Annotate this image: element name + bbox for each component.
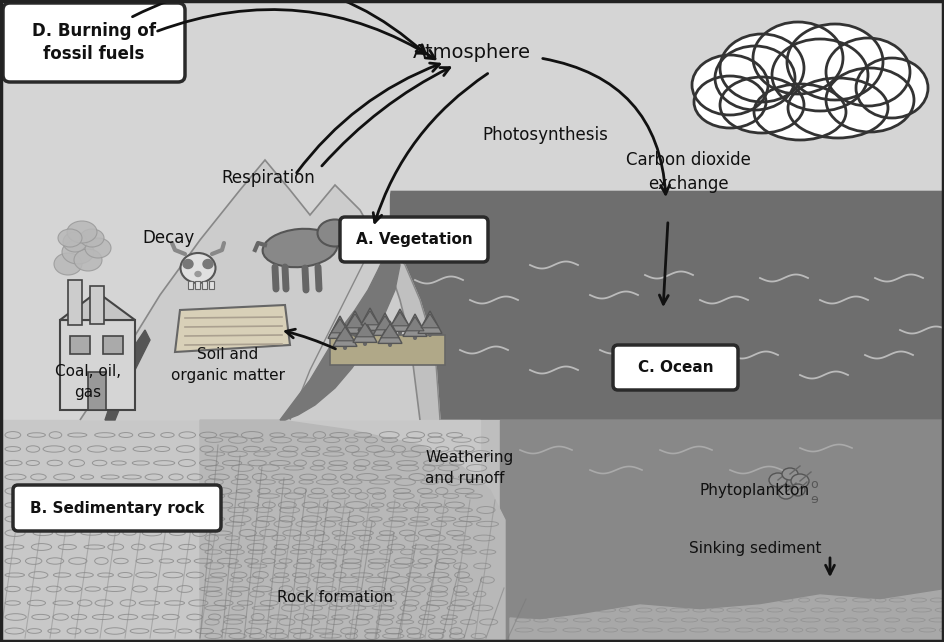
- Ellipse shape: [85, 238, 111, 258]
- Ellipse shape: [183, 259, 193, 268]
- Bar: [188, 281, 193, 289]
- Text: Decay: Decay: [142, 229, 194, 247]
- Text: Respiration: Respiration: [221, 169, 315, 187]
- Polygon shape: [336, 327, 354, 341]
- Ellipse shape: [754, 84, 846, 140]
- Ellipse shape: [772, 39, 868, 111]
- Polygon shape: [373, 313, 397, 335]
- Text: D. Burning of
fossil fuels: D. Burning of fossil fuels: [32, 22, 156, 63]
- Ellipse shape: [195, 272, 201, 277]
- Text: C. Ocean: C. Ocean: [638, 360, 714, 375]
- FancyBboxPatch shape: [3, 3, 185, 82]
- Text: Carbon dioxide
exchange: Carbon dioxide exchange: [626, 151, 750, 193]
- Ellipse shape: [180, 253, 215, 283]
- Ellipse shape: [54, 253, 82, 275]
- Polygon shape: [328, 316, 352, 338]
- Polygon shape: [361, 311, 379, 325]
- Bar: [0, 420, 944, 642]
- Polygon shape: [356, 323, 374, 337]
- Ellipse shape: [692, 55, 768, 115]
- Ellipse shape: [74, 249, 102, 271]
- Ellipse shape: [62, 240, 94, 264]
- Ellipse shape: [203, 259, 213, 268]
- Bar: [68, 280, 82, 325]
- Ellipse shape: [782, 468, 798, 480]
- Polygon shape: [358, 308, 382, 331]
- Ellipse shape: [826, 68, 914, 132]
- Polygon shape: [391, 312, 409, 325]
- Bar: [60, 320, 135, 410]
- Text: Coal, oil,
gas: Coal, oil, gas: [55, 364, 121, 400]
- FancyBboxPatch shape: [13, 485, 221, 531]
- Polygon shape: [0, 0, 944, 420]
- Ellipse shape: [787, 24, 883, 100]
- Bar: [330, 335, 445, 365]
- Bar: [88, 372, 106, 410]
- Polygon shape: [376, 316, 394, 330]
- Bar: [0, 420, 480, 642]
- Text: Rock formation: Rock formation: [277, 591, 393, 605]
- Ellipse shape: [694, 76, 766, 128]
- Bar: [90, 286, 104, 324]
- Polygon shape: [175, 305, 290, 352]
- Polygon shape: [381, 324, 399, 338]
- Polygon shape: [500, 420, 944, 642]
- Polygon shape: [60, 292, 135, 320]
- Text: Weathering
and runoff: Weathering and runoff: [425, 450, 514, 486]
- Ellipse shape: [791, 474, 809, 488]
- Ellipse shape: [63, 232, 87, 252]
- Ellipse shape: [67, 221, 97, 243]
- Polygon shape: [333, 324, 357, 347]
- FancyBboxPatch shape: [340, 217, 488, 262]
- Bar: [103, 336, 123, 354]
- Polygon shape: [353, 320, 377, 342]
- Ellipse shape: [856, 58, 928, 118]
- Ellipse shape: [262, 229, 337, 267]
- Text: Soil and
organic matter: Soil and organic matter: [171, 347, 285, 383]
- Polygon shape: [406, 317, 424, 331]
- Text: Atmosphere: Atmosphere: [413, 42, 531, 62]
- Text: ο
ɘ: ο ɘ: [810, 478, 818, 506]
- Polygon shape: [421, 314, 439, 328]
- Bar: [202, 281, 207, 289]
- Ellipse shape: [720, 77, 804, 133]
- FancyBboxPatch shape: [613, 345, 738, 390]
- Polygon shape: [403, 314, 427, 336]
- Ellipse shape: [80, 229, 104, 247]
- Ellipse shape: [826, 38, 910, 106]
- Text: Photosynthesis: Photosynthesis: [482, 126, 608, 144]
- Polygon shape: [378, 321, 402, 343]
- Polygon shape: [331, 319, 349, 333]
- Text: B. Sedimentary rock: B. Sedimentary rock: [30, 501, 204, 516]
- Ellipse shape: [791, 484, 805, 496]
- Polygon shape: [388, 309, 412, 331]
- Polygon shape: [343, 311, 367, 333]
- Polygon shape: [280, 250, 400, 420]
- Ellipse shape: [769, 473, 787, 487]
- Text: A. Vegetation: A. Vegetation: [356, 232, 472, 247]
- Polygon shape: [80, 160, 420, 420]
- Polygon shape: [105, 330, 150, 420]
- Text: Sinking sediment: Sinking sediment: [689, 541, 821, 555]
- Ellipse shape: [720, 34, 804, 102]
- Text: Phytoplankton: Phytoplankton: [700, 483, 810, 498]
- Polygon shape: [510, 590, 944, 642]
- Bar: [70, 336, 90, 354]
- Polygon shape: [390, 190, 944, 430]
- Ellipse shape: [317, 220, 352, 247]
- Ellipse shape: [715, 46, 795, 110]
- Ellipse shape: [778, 485, 794, 499]
- Ellipse shape: [753, 22, 843, 94]
- Ellipse shape: [788, 78, 888, 138]
- Polygon shape: [200, 420, 505, 642]
- Polygon shape: [290, 240, 440, 420]
- Bar: [195, 281, 200, 289]
- Polygon shape: [346, 314, 364, 328]
- Bar: [209, 281, 214, 289]
- Polygon shape: [418, 311, 442, 333]
- Ellipse shape: [58, 229, 82, 247]
